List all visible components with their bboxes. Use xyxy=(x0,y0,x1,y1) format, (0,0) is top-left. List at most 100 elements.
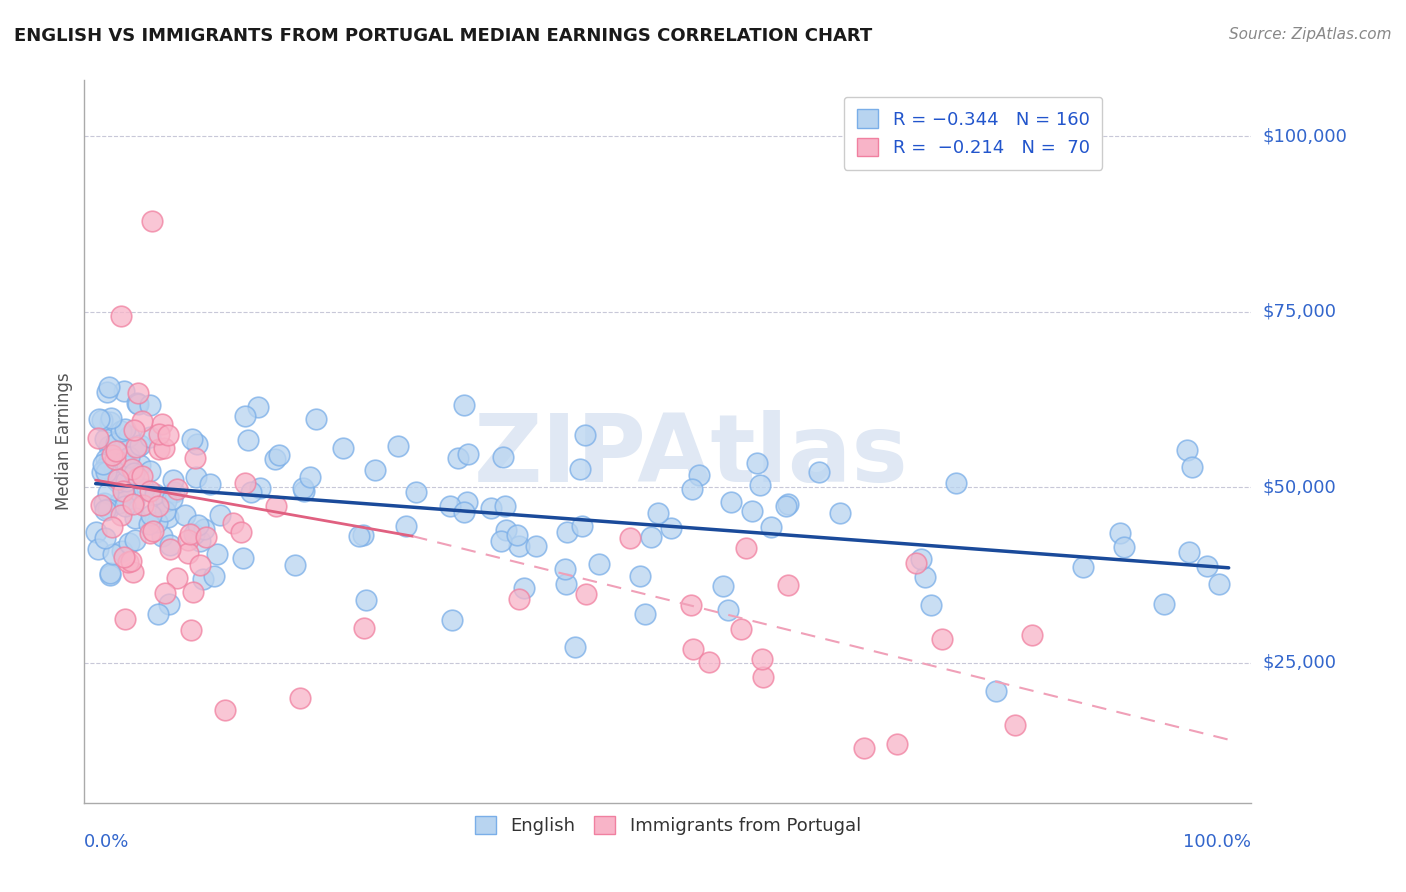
Point xyxy=(513,582,536,596)
Point xyxy=(96,384,118,399)
Point xyxy=(1021,627,1043,641)
Point xyxy=(138,525,160,540)
Point xyxy=(117,555,139,569)
Point xyxy=(920,598,942,612)
Point xyxy=(681,482,703,496)
Point xyxy=(489,533,512,548)
Point xyxy=(292,481,315,495)
Point xyxy=(143,487,166,501)
Point xyxy=(120,554,142,568)
Point xyxy=(347,529,370,543)
Point xyxy=(111,544,134,558)
Point xyxy=(97,486,120,500)
Point xyxy=(640,530,662,544)
Point xyxy=(98,454,121,468)
Point xyxy=(115,474,138,488)
Point xyxy=(132,482,155,496)
Point xyxy=(141,508,163,523)
Point xyxy=(103,462,125,476)
Point xyxy=(94,503,117,517)
Point xyxy=(110,309,132,323)
Text: 0.0%: 0.0% xyxy=(84,833,129,851)
Point xyxy=(148,442,170,456)
Point xyxy=(904,557,927,571)
Point xyxy=(554,561,576,575)
Point xyxy=(139,464,162,478)
Point xyxy=(188,534,211,549)
Point xyxy=(180,623,202,637)
Point xyxy=(104,472,127,486)
Point xyxy=(564,640,586,654)
Text: $50,000: $50,000 xyxy=(1263,478,1336,496)
Point xyxy=(187,517,209,532)
Point xyxy=(495,524,517,538)
Point xyxy=(1109,525,1132,540)
Point xyxy=(94,461,117,475)
Point xyxy=(439,499,461,513)
Point xyxy=(176,533,198,547)
Point xyxy=(98,439,121,453)
Point xyxy=(186,436,208,450)
Point xyxy=(697,656,720,670)
Point xyxy=(353,622,375,636)
Point xyxy=(776,497,799,511)
Point xyxy=(105,444,128,458)
Point xyxy=(266,500,288,514)
Point xyxy=(181,432,204,446)
Point xyxy=(682,642,704,657)
Point xyxy=(524,539,547,553)
Point xyxy=(114,487,136,501)
Point xyxy=(747,456,769,470)
Point xyxy=(157,510,180,524)
Point xyxy=(87,431,110,445)
Point xyxy=(828,506,851,520)
Y-axis label: Median Earnings: Median Earnings xyxy=(55,373,73,510)
Point xyxy=(131,469,153,483)
Text: $25,000: $25,000 xyxy=(1263,654,1337,672)
Point xyxy=(183,451,205,466)
Point xyxy=(332,441,354,455)
Point xyxy=(748,477,770,491)
Point xyxy=(112,550,135,565)
Point xyxy=(479,501,502,516)
Point xyxy=(494,500,516,514)
Point xyxy=(86,525,108,540)
Point xyxy=(107,496,129,510)
Point xyxy=(288,690,311,705)
Point xyxy=(188,558,211,572)
Point xyxy=(207,547,229,561)
Text: Source: ZipAtlas.com: Source: ZipAtlas.com xyxy=(1229,27,1392,42)
Point xyxy=(730,622,752,636)
Point xyxy=(162,473,184,487)
Point xyxy=(986,684,1008,698)
Point xyxy=(118,429,141,443)
Point xyxy=(127,385,149,400)
Point xyxy=(153,586,176,600)
Point xyxy=(457,447,479,461)
Point xyxy=(571,519,593,533)
Point xyxy=(179,526,201,541)
Point xyxy=(195,530,218,544)
Point xyxy=(588,557,610,571)
Point xyxy=(214,703,236,717)
Point xyxy=(98,566,121,581)
Point xyxy=(155,494,177,508)
Point xyxy=(94,466,117,480)
Point xyxy=(193,523,215,537)
Point xyxy=(569,462,592,476)
Point xyxy=(141,213,163,227)
Point xyxy=(138,483,160,498)
Point xyxy=(233,409,256,423)
Point xyxy=(405,485,427,500)
Point xyxy=(93,495,115,509)
Point xyxy=(364,463,387,477)
Point xyxy=(156,427,179,442)
Point xyxy=(491,450,513,464)
Point xyxy=(124,494,146,508)
Point xyxy=(647,506,669,520)
Point xyxy=(284,558,307,572)
Point xyxy=(94,531,117,545)
Point xyxy=(183,527,205,541)
Point xyxy=(202,569,225,583)
Point xyxy=(775,499,797,513)
